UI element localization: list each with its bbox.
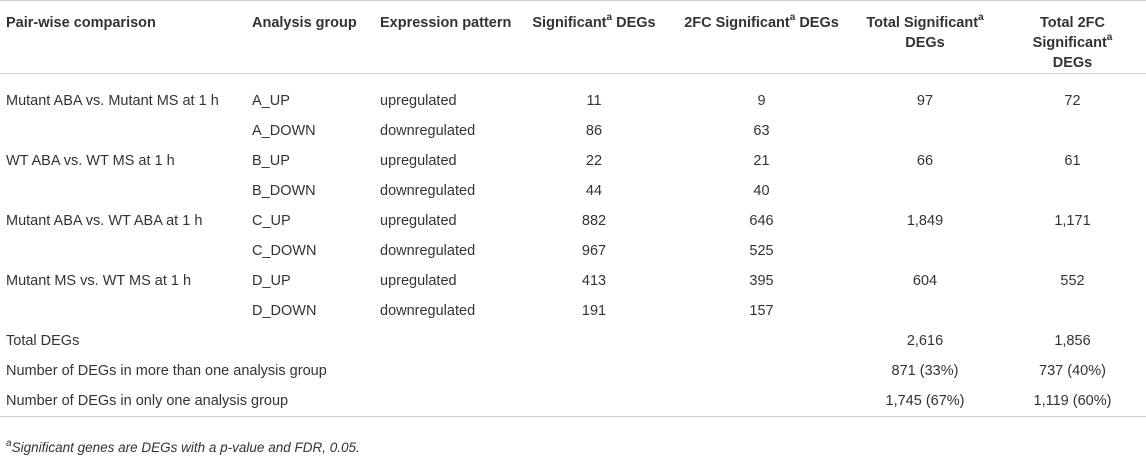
cell-significant-degs: 191 xyxy=(581,303,607,319)
cell-total-2fc-significant-degs: 72 xyxy=(1064,93,1081,109)
summary-total-significant: 1,745 (67%) xyxy=(851,386,999,417)
cell-expression-pattern: downregulated xyxy=(380,243,476,259)
cell-comparison xyxy=(0,176,246,206)
cell-analysis-group: C_UP xyxy=(252,213,291,229)
cell-total-2fc-significant-degs xyxy=(999,176,1146,206)
table-row: A_DOWN downregulated 86 63 xyxy=(0,116,1146,146)
cell-expression-pattern: downregulated xyxy=(380,303,476,319)
cell-comparison: Mutant MS vs. WT MS at 1 h xyxy=(6,273,192,289)
cell-significant-degs: 882 xyxy=(581,213,607,229)
cell-analysis-group: A_UP xyxy=(252,93,290,109)
table-row: C_DOWN downregulated 967 525 xyxy=(0,236,1146,266)
summary-total-2fc: 1,856 xyxy=(1054,333,1091,349)
cell-total-significant-degs: 1,849 xyxy=(906,213,944,229)
summary-total-significant: 2,616 xyxy=(906,333,944,349)
deg-table: Pair-wise comparison Analysis group Expr… xyxy=(0,0,1146,417)
cell-analysis-group: D_UP xyxy=(252,273,291,289)
cell-total-2fc-significant-degs: 1,171 xyxy=(1054,213,1091,229)
table-body: Mutant ABA vs. Mutant MS at 1 h A_UP upreg… xyxy=(0,74,1146,417)
cell-analysis-group: D_DOWN xyxy=(252,303,317,319)
header-significant-degs: Significanta DEGs xyxy=(516,0,672,74)
cell-expression-pattern: downregulated xyxy=(380,123,476,139)
cell-total-significant-degs xyxy=(851,176,999,206)
cell-comparison: Mutant ABA vs. Mutant MS at 1 h xyxy=(6,93,219,109)
table-row: Mutant ABA vs. Mutant MS at 1 h A_UP upreg… xyxy=(0,74,1146,117)
table-row: Mutant MS vs. WT MS at 1 h D_UP upregulate… xyxy=(0,266,1146,296)
cell-comparison xyxy=(0,116,246,146)
cell-analysis-group: C_DOWN xyxy=(252,243,317,259)
cell-2fc-significant-degs: 646 xyxy=(749,213,774,229)
cell-significant-degs: 413 xyxy=(581,273,607,289)
cell-comparison xyxy=(0,296,246,326)
summary-label: Total DEGs xyxy=(6,333,80,349)
cell-total-significant-degs xyxy=(851,296,999,326)
cell-significant-degs: 22 xyxy=(585,153,603,169)
cell-total-2fc-significant-degs: 552 xyxy=(1060,273,1085,289)
table-row: B_DOWN downregulated 44 40 xyxy=(0,176,1146,206)
header-total-significant-degs: Total Significanta DEGs xyxy=(851,0,999,74)
cell-2fc-significant-degs: 40 xyxy=(753,183,770,199)
cell-2fc-significant-degs: 9 xyxy=(757,93,766,109)
cell-significant-degs: 967 xyxy=(581,243,607,259)
cell-expression-pattern: downregulated xyxy=(380,183,476,199)
table-header: Pair-wise comparison Analysis group Expr… xyxy=(0,0,1146,74)
table-row: D_DOWN downregulated 191 157 xyxy=(0,296,1146,326)
table-row: WT ABA vs. WT MS at 1 h B_UP upregulated 22… xyxy=(0,146,1146,176)
summary-label: Number of DEGs in only one analysis grou… xyxy=(0,386,851,417)
header-analysis-group: Analysis group xyxy=(246,0,374,74)
cell-total-significant-degs: 604 xyxy=(912,273,938,289)
header-expression-pattern: Expression pattern xyxy=(374,0,516,74)
cell-analysis-group: B_UP xyxy=(252,153,290,169)
cell-significant-degs: 11 xyxy=(586,93,602,109)
summary-row: Total DEGs 2,616 1,856 xyxy=(0,326,1146,356)
cell-significant-degs: 86 xyxy=(585,123,603,139)
cell-expression-pattern: upregulated xyxy=(380,273,457,289)
cell-2fc-significant-degs: 21 xyxy=(753,153,770,169)
cell-expression-pattern: upregulated xyxy=(380,213,457,229)
cell-analysis-group: B_DOWN xyxy=(252,183,316,199)
summary-label: Number of DEGs in more than one analysis… xyxy=(6,363,327,379)
cell-total-2fc-significant-degs: 61 xyxy=(1064,153,1081,169)
cell-2fc-significant-degs: 63 xyxy=(753,123,770,139)
header-2fc-significant-degs: 2FC Significanta DEGs xyxy=(672,0,851,74)
cell-comparison: Mutant ABA vs. WT ABA at 1 h xyxy=(6,213,203,229)
summary-total-2fc: 1,119 (60%) xyxy=(999,386,1146,417)
cell-comparison: WT ABA vs. WT MS at 1 h xyxy=(6,153,175,169)
table-footnote: aSignificant genes are DEGs with a p-val… xyxy=(6,437,360,455)
cell-total-2fc-significant-degs xyxy=(999,296,1146,326)
cell-2fc-significant-degs: 395 xyxy=(749,273,774,289)
cell-expression-pattern: upregulated xyxy=(380,153,457,169)
cell-total-significant-degs: 97 xyxy=(916,93,934,109)
cell-total-significant-degs: 66 xyxy=(916,153,934,169)
cell-total-2fc-significant-degs xyxy=(999,236,1146,266)
table-row: Mutant ABA vs. WT ABA at 1 h C_UP upregula… xyxy=(0,206,1146,236)
cell-comparison xyxy=(0,236,246,266)
cell-expression-pattern: upregulated xyxy=(380,93,457,109)
cell-total-significant-degs xyxy=(851,236,999,266)
summary-row: Number of DEGs in more than one analysis… xyxy=(0,356,1146,386)
summary-total-significant: 871 (33%) xyxy=(891,363,959,379)
cell-2fc-significant-degs: 525 xyxy=(749,243,774,259)
cell-total-significant-degs xyxy=(851,116,999,146)
cell-analysis-group: A_DOWN xyxy=(252,123,316,139)
cell-significant-degs: 44 xyxy=(585,183,603,199)
summary-row: Number of DEGs in only one analysis grou… xyxy=(0,386,1146,417)
summary-total-2fc: 737 (40%) xyxy=(1039,363,1106,379)
header-total-2fc-significant-degs: Total 2FC Significanta DEGs xyxy=(999,0,1146,74)
cell-2fc-significant-degs: 157 xyxy=(749,303,774,319)
header-pairwise-comparison: Pair-wise comparison xyxy=(0,0,246,74)
cell-total-2fc-significant-degs xyxy=(999,116,1146,146)
